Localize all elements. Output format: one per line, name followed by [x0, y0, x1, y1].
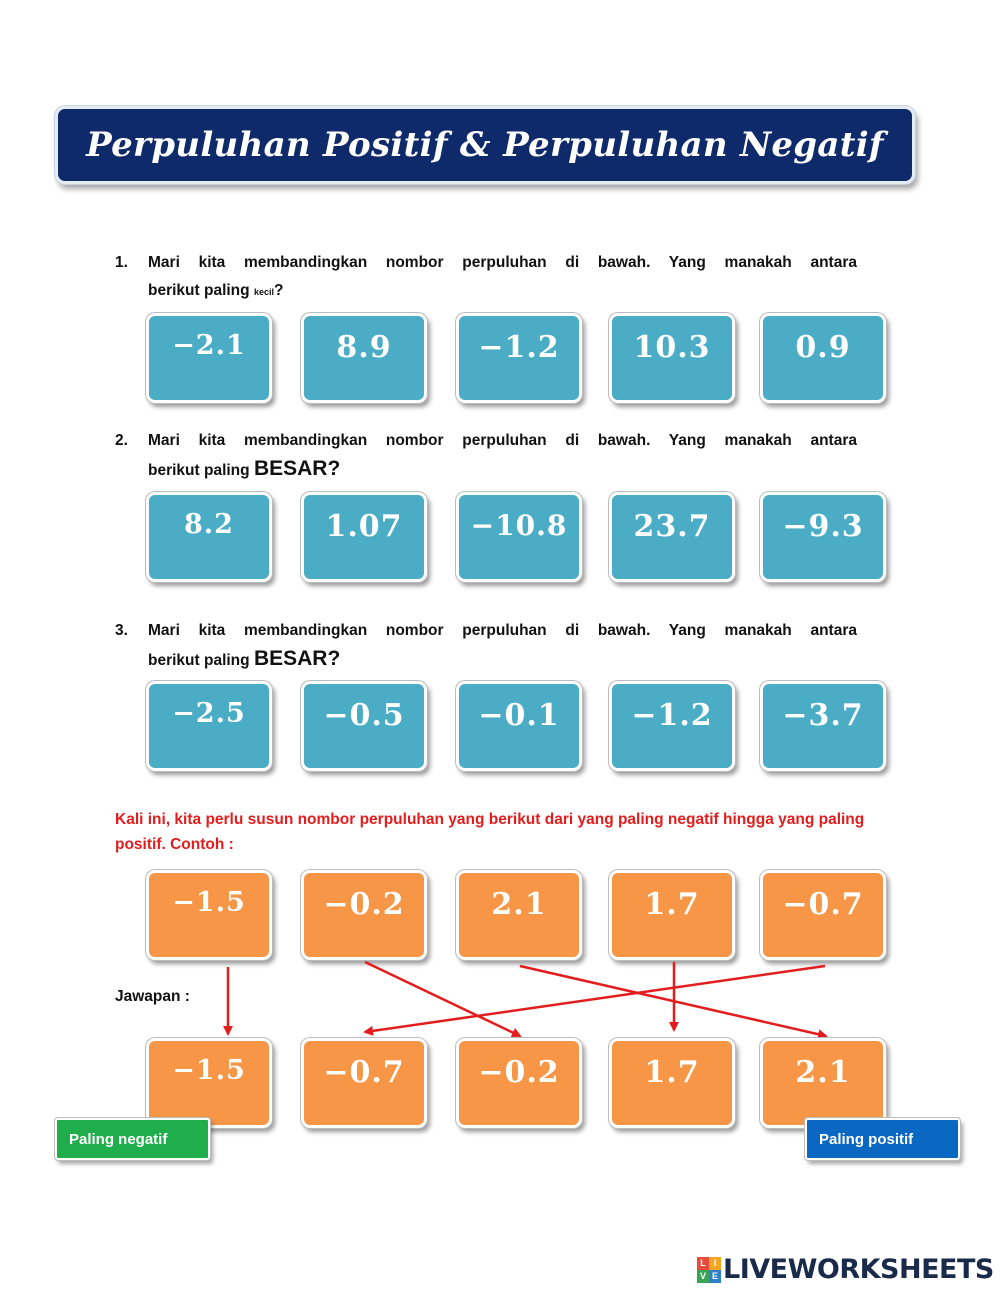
most-positive-label: Paling positif [805, 1118, 960, 1160]
option-value: −0.1 [478, 698, 560, 733]
question-prefix: berikut paling [148, 652, 254, 669]
answer-box: −0.2 [456, 1038, 582, 1128]
logo-letter: E [709, 1269, 721, 1283]
option-box[interactable]: 8.9 [301, 313, 427, 403]
answer-value: 2.1 [795, 1055, 851, 1090]
option-box[interactable]: 23.7 [609, 492, 735, 582]
question-text: Mari kita membandingkan nombor perpuluha… [148, 432, 857, 449]
option-value: −10.8 [470, 509, 568, 542]
answer-label: Jawapan : [115, 988, 190, 1005]
option-box[interactable]: 10.3 [609, 313, 735, 403]
question-1-options: −2.1 8.9 −1.2 10.3 0.9 [146, 313, 891, 405]
option-value: 1.07 [325, 509, 403, 544]
question-2: 2. Mari kita membandingkan nombor perpul… [115, 427, 857, 485]
option-box[interactable]: −2.5 [146, 681, 272, 771]
option-box[interactable]: −2.1 [146, 313, 272, 403]
example-box: −0.7 [760, 870, 886, 960]
question-keyword: kecil [253, 287, 274, 297]
logo-letter: I [709, 1256, 721, 1270]
page-title: Perpuluhan Positif & Perpuluhan Negatif [86, 125, 884, 165]
option-value: −2.5 [172, 698, 246, 729]
answer-box: 2.1 [760, 1038, 886, 1128]
example-value: −0.2 [323, 887, 405, 922]
option-box[interactable]: −9.3 [760, 492, 886, 582]
option-value: −3.7 [782, 698, 864, 733]
option-value: 0.9 [795, 330, 851, 365]
example-box: −1.5 [146, 870, 272, 960]
question-prefix: berikut paling [148, 462, 254, 479]
question-suffix: ? [273, 282, 284, 299]
answer-box: −1.5 [146, 1038, 272, 1128]
logo-letter: L [697, 1256, 709, 1270]
option-value: −2.1 [172, 330, 246, 361]
option-box[interactable]: 0.9 [760, 313, 886, 403]
question-text: Mari kita membandingkan nombor perpuluha… [148, 254, 857, 271]
question-text-line2: berikut paling BESAR? [148, 645, 857, 675]
answer-box: −0.7 [301, 1038, 427, 1128]
logo-letter: V [697, 1269, 709, 1283]
question-text: Mari kita membandingkan nombor perpuluha… [148, 622, 857, 639]
example-value: −0.7 [782, 887, 864, 922]
answer-value: −0.2 [478, 1055, 560, 1090]
option-box[interactable]: 1.07 [301, 492, 427, 582]
question-text-line2: berikut paling BESAR? [148, 455, 857, 485]
question-3: 3. Mari kita membandingkan nombor perpul… [115, 617, 857, 675]
option-value: −1.2 [631, 698, 713, 733]
title-banner: Perpuluhan Positif & Perpuluhan Negatif [55, 106, 915, 184]
question-prefix: berikut paling [148, 282, 254, 299]
example-given-row: −1.5 −0.2 2.1 1.7 −0.7 [146, 870, 891, 962]
arrow-5 [363, 964, 826, 1036]
answer-box: 1.7 [609, 1038, 735, 1128]
option-box[interactable]: −1.2 [456, 313, 582, 403]
question-2-options: 8.2 1.07 −10.8 23.7 −9.3 [146, 492, 891, 584]
question-number: 2. [115, 432, 128, 449]
logo-text: LIVEWORKSHEETS [723, 1254, 994, 1285]
example-box: −0.2 [301, 870, 427, 960]
option-box[interactable]: −3.7 [760, 681, 886, 771]
example-value: 2.1 [491, 887, 547, 922]
question-keyword: BESAR? [253, 457, 341, 480]
answer-value: −1.5 [172, 1055, 246, 1086]
logo-mark-icon: L I V E [697, 1256, 721, 1283]
example-instruction: Kali ini, kita perlu susun nombor perpul… [115, 811, 865, 853]
answer-value: −0.7 [323, 1055, 405, 1090]
example-box: 1.7 [609, 870, 735, 960]
question-number: 1. [115, 254, 128, 271]
example-box: 2.1 [456, 870, 582, 960]
example-answer-row: −1.5 −0.7 −0.2 1.7 2.1 [146, 1038, 891, 1130]
option-value: 8.9 [336, 330, 392, 365]
question-number: 3. [115, 622, 128, 639]
option-value: 8.2 [184, 509, 234, 540]
option-value: 23.7 [633, 509, 711, 544]
most-negative-label: Paling negatif [55, 1118, 210, 1160]
option-box[interactable]: −10.8 [456, 492, 582, 582]
question-3-options: −2.5 −0.5 −0.1 −1.2 −3.7 [146, 681, 891, 773]
question-1: 1. Mari kita membandingkan nombor perpul… [115, 249, 857, 306]
option-value: −1.2 [478, 330, 560, 365]
option-box[interactable]: −1.2 [609, 681, 735, 771]
question-text-line2: berikut paling kecil? [148, 277, 857, 306]
option-box[interactable]: −0.5 [301, 681, 427, 771]
example-value: 1.7 [644, 887, 700, 922]
liveworksheets-logo: L I V E LIVEWORKSHEETS [697, 1254, 994, 1285]
option-value: −0.5 [323, 698, 405, 733]
answer-value: 1.7 [644, 1055, 700, 1090]
arrow-2 [364, 960, 522, 1038]
example-value: −1.5 [172, 887, 246, 918]
option-box[interactable]: 8.2 [146, 492, 272, 582]
option-value: −9.3 [782, 509, 864, 544]
question-keyword: BESAR? [253, 647, 341, 670]
option-box[interactable]: −0.1 [456, 681, 582, 771]
option-value: 10.3 [633, 330, 711, 365]
